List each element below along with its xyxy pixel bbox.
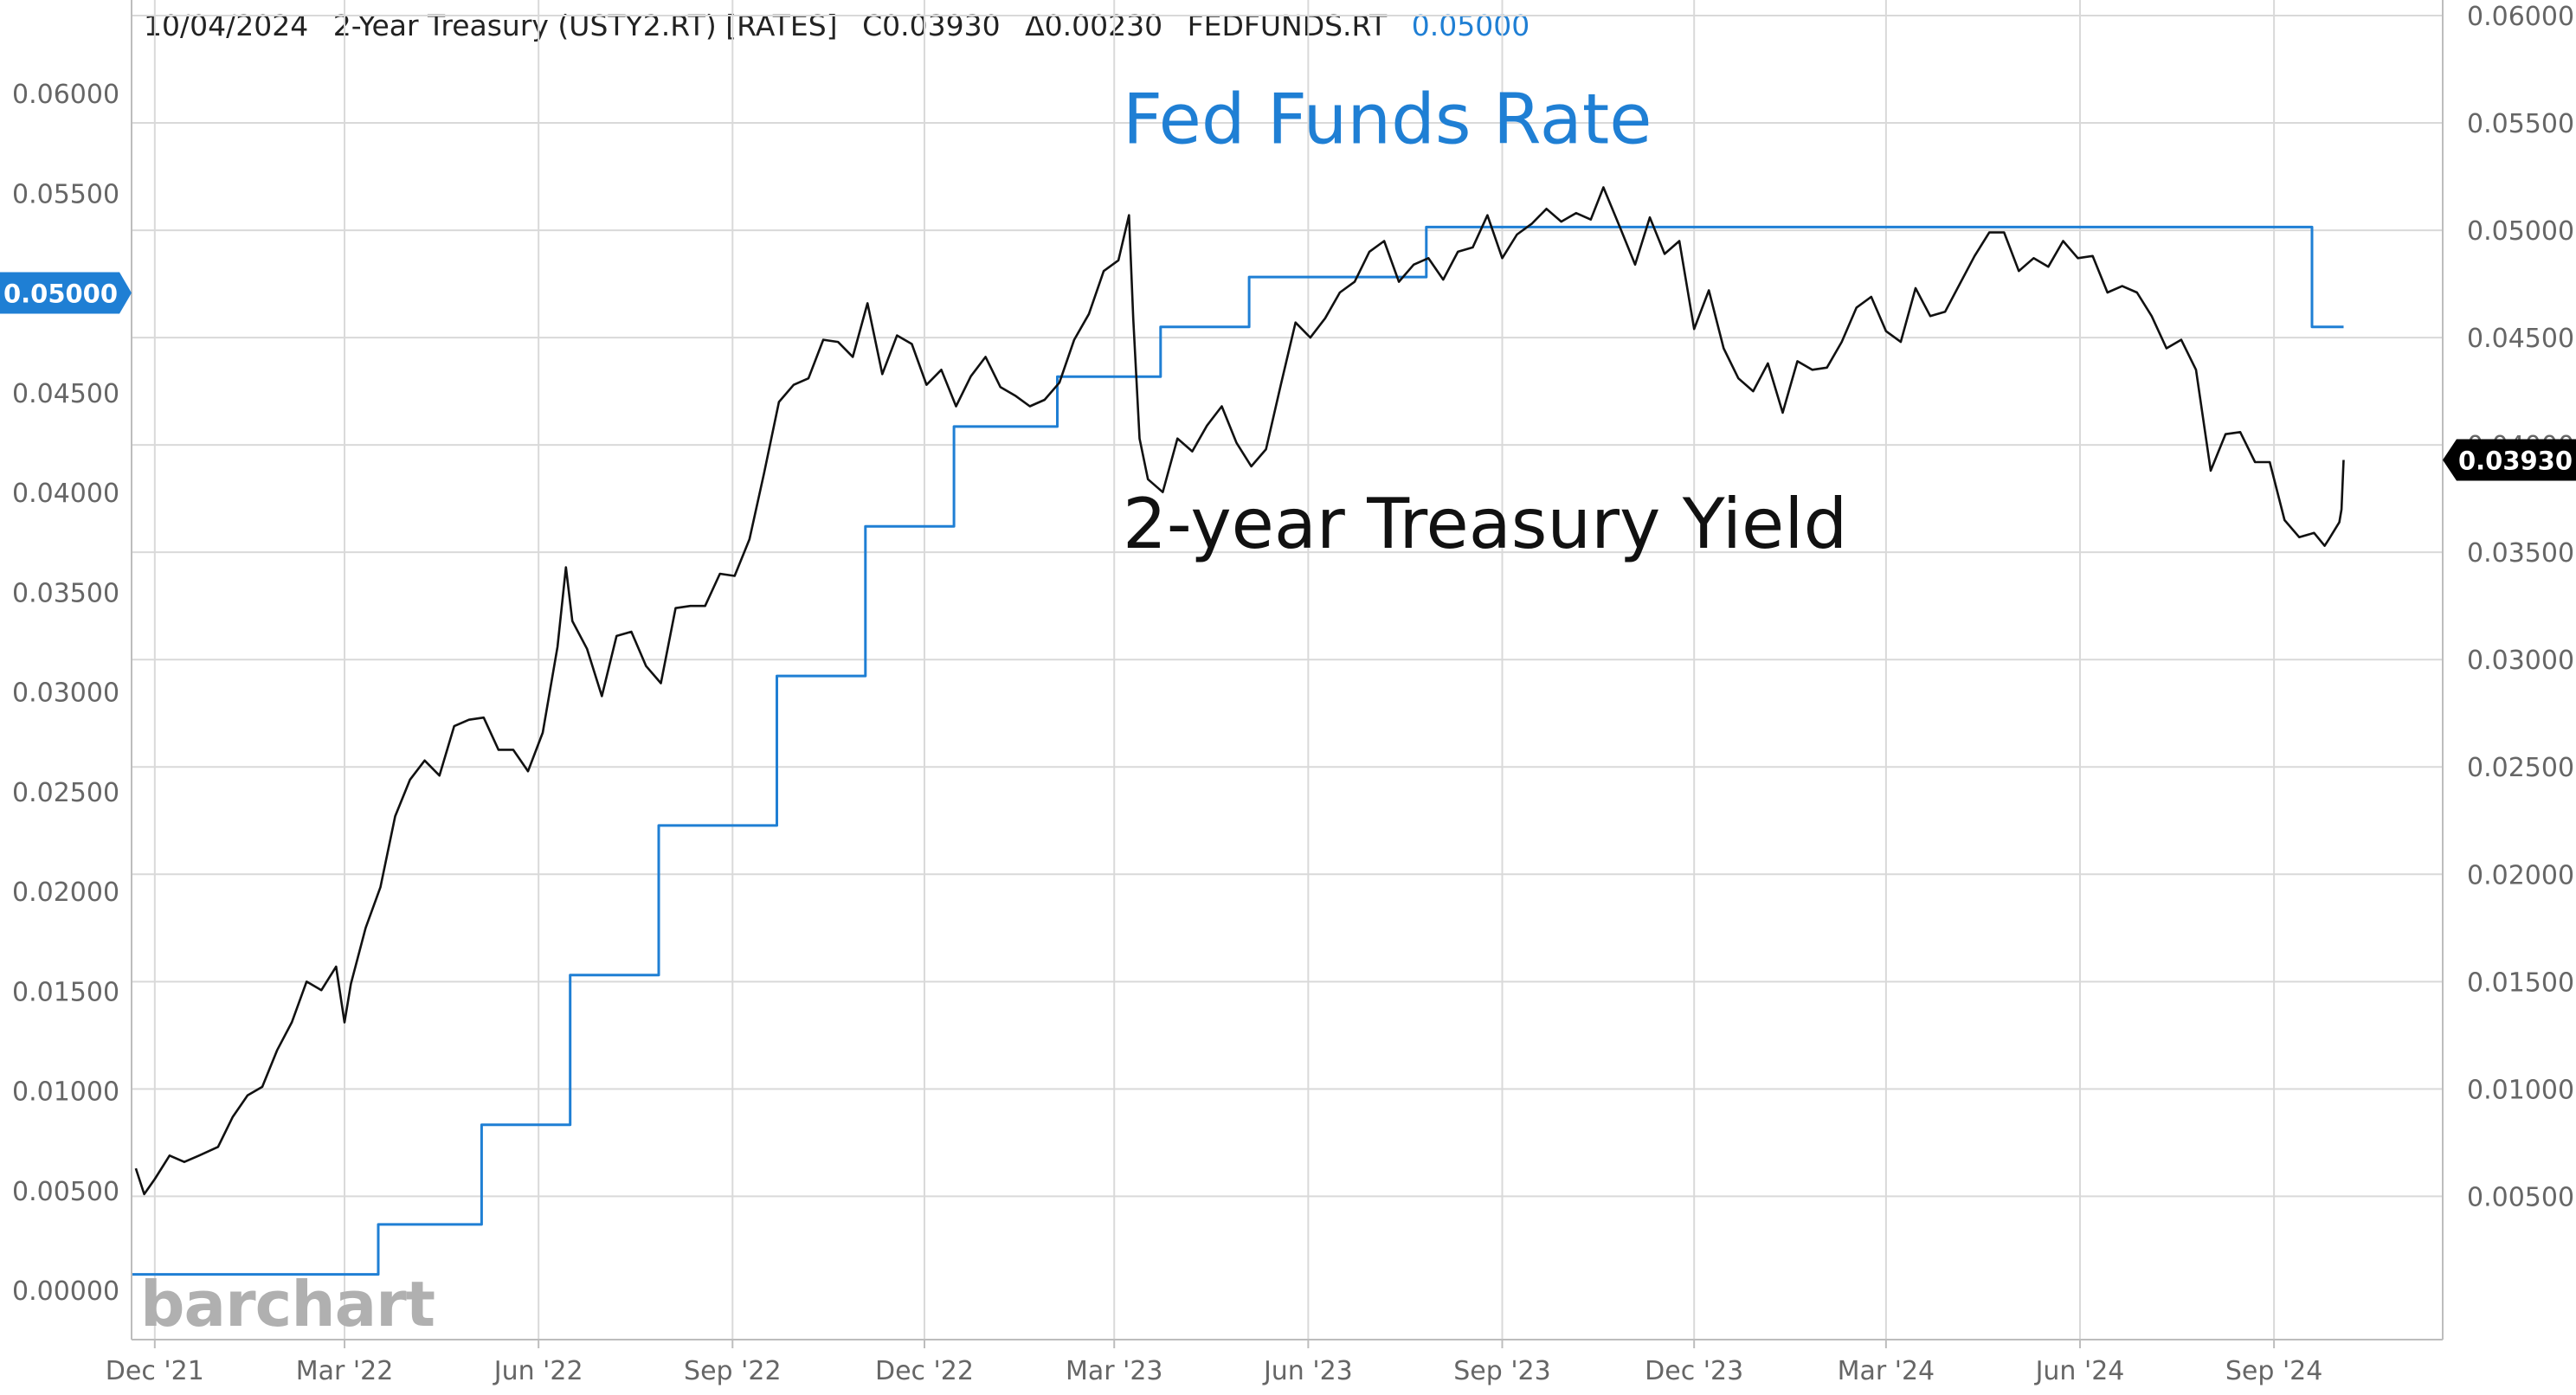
x-tick-label: Jun '23: [1262, 1356, 1353, 1386]
chart-header: 10/04/2024 2-Year Treasury (USTY2.RT) [R…: [144, 7, 1545, 45]
x-tick-label: Mar '22: [296, 1356, 394, 1386]
right-tick-label: 0.01000: [2467, 1075, 2574, 1105]
left-tick-label: 0.00500: [12, 1177, 119, 1207]
header-symbol2: FEDFUNDS.RT: [1187, 9, 1388, 42]
right-tick-label: 0.05500: [2467, 109, 2574, 139]
fedfunds-value-label: 0.05000: [3, 280, 118, 309]
left-tick-label: 0.04000: [12, 479, 119, 509]
right-tick-label: 0.02000: [2467, 860, 2574, 890]
header-date: 10/04/2024: [144, 9, 309, 42]
grid-layer: [132, 0, 2443, 1340]
left-tick-label: 0.06000: [12, 80, 119, 110]
right-tick-label: 0.04500: [2467, 324, 2574, 354]
x-tick-label: Dec '21: [106, 1356, 204, 1386]
header-change: Δ0.00230: [1025, 9, 1163, 42]
x-tick-label: Jun '22: [493, 1356, 583, 1386]
right-tick-label: 0.03500: [2467, 538, 2574, 569]
series-layer: [132, 186, 2345, 1276]
right-tick-label: 0.00500: [2467, 1182, 2574, 1212]
barchart-watermark: barchart: [140, 1268, 435, 1340]
left-tick-label: 0.02500: [12, 778, 119, 808]
left-tick-label: 0.01000: [12, 1077, 119, 1108]
left-tick-label: 0.05500: [12, 179, 119, 209]
left-tick-label: 0.02000: [12, 878, 119, 908]
x-tick-label: Jun '24: [2034, 1356, 2125, 1386]
x-tick-label: Dec '23: [1645, 1356, 1743, 1386]
header-symbol2-value: 0.05000: [1411, 9, 1530, 42]
right-tick-label: 0.02500: [2467, 753, 2574, 783]
x-tick-label: Sep '24: [2225, 1356, 2323, 1386]
left-tick-label: 0.01500: [12, 977, 119, 1007]
treasury-annotation: 2-year Treasury Yield: [1123, 484, 1847, 564]
fedfunds-value-marker: [0, 272, 132, 314]
right-tick-label: 0.05000: [2467, 216, 2574, 247]
treasury-value-label: 0.03930: [2458, 447, 2573, 476]
right-tick-label: 0.03000: [2467, 646, 2574, 676]
x-tick-label: Sep '22: [684, 1356, 782, 1386]
x-tick-label: Mar '23: [1066, 1356, 1163, 1386]
fedfunds-annotation: Fed Funds Rate: [1123, 80, 1652, 160]
left-tick-label: 0.00000: [12, 1276, 119, 1307]
right-tick-label: 0.01500: [2467, 968, 2574, 998]
left-tick-label: 0.03500: [12, 578, 119, 608]
x-tick-label: Mar '24: [1838, 1356, 1935, 1386]
right-tick-label: 0.06000: [2467, 2, 2574, 32]
treasury-value-marker: [2443, 439, 2576, 481]
left-tick-label: 0.04500: [12, 379, 119, 409]
x-tick-label: Dec '22: [875, 1356, 974, 1386]
x-tick-label: Sep '23: [1453, 1356, 1551, 1386]
header-close: C0.03930: [862, 9, 1001, 42]
treasury-line: [134, 186, 2345, 1196]
left-tick-label: 0.03000: [12, 678, 119, 709]
header-symbol: 2-Year Treasury (USTY2.RT) [RATES]: [332, 9, 838, 42]
fedfunds-line: [132, 225, 2344, 1276]
annotation-layer: Fed Funds Rate 2-year Treasury Yield: [1123, 80, 1847, 565]
